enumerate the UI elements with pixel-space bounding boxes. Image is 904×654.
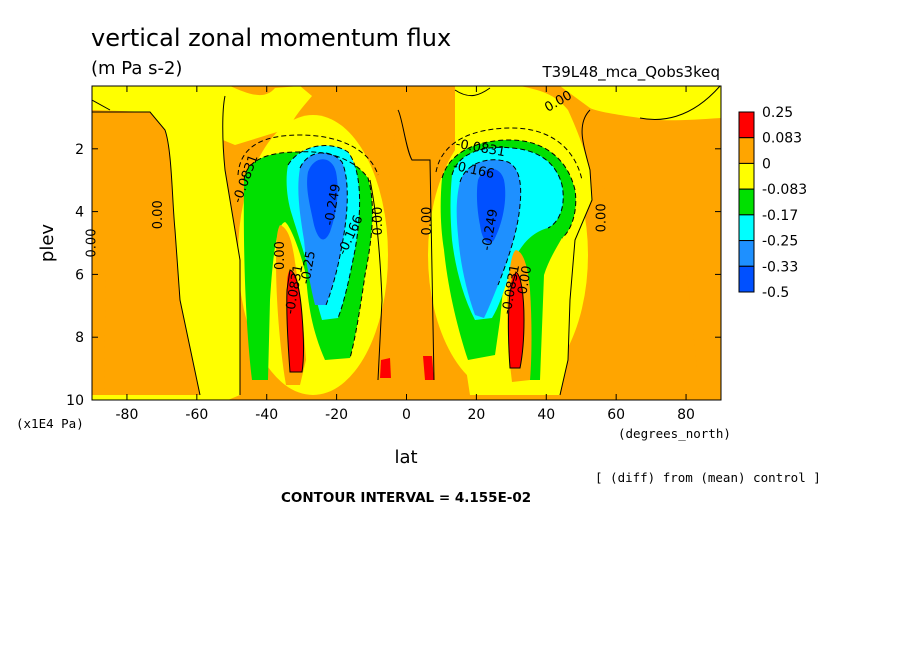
contour-pos-nh [508,271,525,369]
chart-title: vertical zonal momentum flux [91,24,451,52]
colorbar-swatch [738,162,755,190]
contour-neg-outer-nh [435,127,583,181]
y-tick-label: 2 [75,142,84,158]
x-axis-title: lat [394,447,417,468]
x-axis: -80 -60 -40 -20 0 20 40 60 80 [116,86,695,423]
y-tick-label: 4 [75,205,84,221]
fill-red-eq-right [423,356,434,380]
diff-note: [ (diff) from (mean) control ] [595,470,821,485]
y-tick-label: 8 [75,330,84,346]
contour-neg-1-nh [441,139,577,239]
y-axis-title: plev [37,224,58,263]
colorbar-swatch [738,265,755,293]
contour-zero-left-cap [92,99,111,111]
fill-orange-equator [378,110,434,380]
colorbar-label: -0.25 [762,234,798,250]
x-tick-label: 60 [607,407,625,423]
contour-pos-sh [286,269,304,373]
colorbar: 0.25 0.083 0 -0.083 -0.17 -0.25 -0.33 -0.5 [738,105,807,301]
x-tick-label: -80 [116,407,139,423]
colorbar-swatch [738,111,755,139]
contour-zero-nh [559,109,593,396]
y-axis-units: (x1E4 Pa) [16,416,84,431]
x-tick-label: 40 [537,407,555,423]
fill-yellow-nh-top [560,86,721,121]
colorbar-label: 0 [762,156,771,172]
x-tick-label: 0 [402,407,411,423]
fill-deepblue-sh [307,159,338,240]
colorbar-label: 0.083 [762,131,802,147]
x-tick-label: -60 [185,407,208,423]
fill-yellow-sh-top [92,86,312,145]
colorbar-swatch [738,214,755,242]
contour-zero-nh-top [639,86,721,120]
contour-label: 0.00 [84,229,99,258]
contour-label: 0.00 [151,200,166,229]
fill-orange-sh-left [92,110,200,395]
chart-subtitle: (m Pa s-2) [91,58,182,79]
contour-neg-3-nh [459,159,522,286]
x-tick-label: 20 [467,407,485,423]
x-tick-label: -40 [255,407,278,423]
contour-label: -0.249 [322,183,344,227]
run-label: T39L48_mca_Qobs3keq [541,63,720,82]
contour-neg-1-sh [243,151,373,359]
colorbar-label: -0.17 [762,208,798,224]
colorbar-label: 0.25 [762,105,793,121]
contour-neg-2-nh [451,146,564,229]
colorbar-label: -0.33 [762,259,798,275]
fill-red-eq-left [380,358,391,378]
fill-orange-left-edge [99,270,106,390]
fill-red-sh-jet [286,270,304,372]
y-axis: 2 4 6 8 10 [66,142,721,409]
colorbar-swatch [738,137,755,164]
contour-zero-eq [397,109,435,381]
colorbar-swatch [738,188,755,216]
fill-red-nh-jet [508,272,524,368]
colorbar-swatch [738,240,755,267]
contour-neg-3-sh [299,152,348,306]
fill-orange-nh-right [595,175,721,400]
filled-contours [92,86,721,400]
contour-zero-eq-left [369,179,383,381]
fill-deepblue-nh [476,168,506,244]
contour-neg-2-sh [287,145,361,319]
x-tick-label: -20 [325,407,348,423]
contour-label: 0.00 [420,207,435,236]
contour-lines [92,86,721,396]
x-axis-units: (degrees_north) [618,426,731,441]
contour-label: -0.249 [479,208,501,252]
y-tick-label: 10 [66,393,84,409]
x-tick-label: 80 [677,407,695,423]
colorbar-label: -0.5 [762,285,789,301]
contour-label: 0.00 [371,207,386,236]
colorbar-label: -0.083 [762,182,807,198]
contour-zero-sh-left [92,111,201,396]
contour-label: -0.25 [298,250,319,286]
contour-label: 0.00 [273,241,288,270]
contour-zero-nh-cap [454,87,491,97]
y-tick-label: 6 [75,267,84,283]
contour-neg-outer-sh [237,134,379,176]
contour-zero-sh [222,95,241,395]
contour-label: 0.00 [595,203,610,232]
contour-interval: CONTOUR INTERVAL = 4.155E-02 [281,490,531,506]
contour-label: 0.00 [515,265,535,296]
